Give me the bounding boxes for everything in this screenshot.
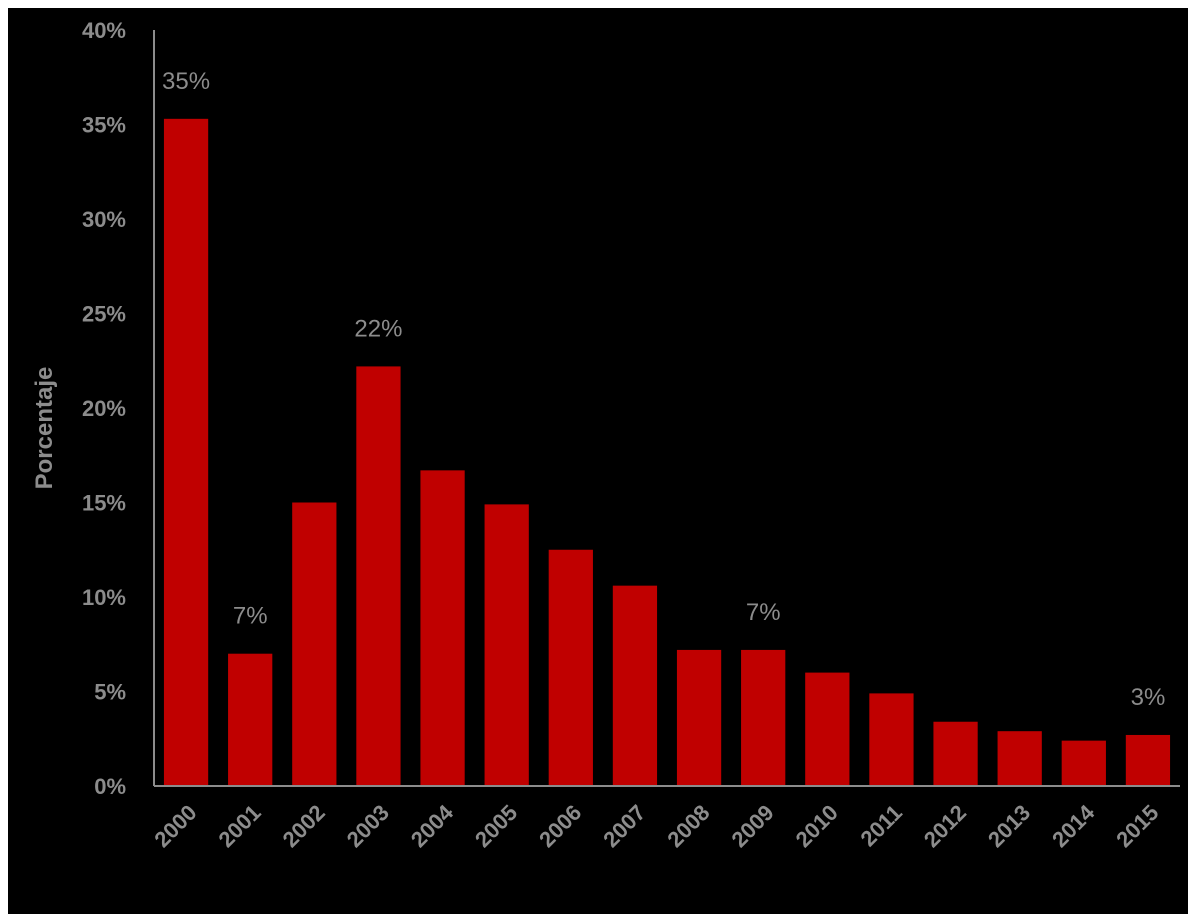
y-axis-ticks: 0% 5% 10% 15% 20% 25% 30% 35% 40% bbox=[82, 18, 126, 799]
bar-2006 bbox=[548, 549, 593, 786]
data-label: 7% bbox=[233, 603, 268, 630]
data-label: 22% bbox=[354, 315, 402, 342]
bar-2004 bbox=[420, 470, 465, 786]
bar-2010 bbox=[805, 672, 850, 786]
bar-2007 bbox=[612, 585, 658, 786]
y-tick-label: 0% bbox=[94, 774, 126, 799]
x-tick-label: 2007 bbox=[598, 800, 650, 852]
data-label: 35% bbox=[162, 68, 210, 95]
bar-2008 bbox=[676, 649, 722, 786]
x-axis-ticks: 2000 2001 2002 2003 2004 2005 2006 2007 2008 2009… bbox=[149, 799, 1163, 852]
bar-2011 bbox=[869, 693, 914, 786]
x-tick-label: 2011 bbox=[856, 800, 907, 851]
bar-chart: 0% 5% 10% 15% 20% 25% 30% 35% 40% 35% 7% 22% 7% 3% 2… bbox=[31, 18, 1180, 852]
bar-2000 bbox=[163, 118, 209, 786]
data-labels: 35% 7% 22% 7% 3% bbox=[162, 68, 1165, 711]
x-tick-label: 2000 bbox=[149, 800, 201, 852]
data-label: 3% bbox=[1131, 684, 1166, 711]
x-tick-label: 2004 bbox=[406, 799, 459, 852]
x-tick-label: 2008 bbox=[662, 800, 714, 852]
data-label: 7% bbox=[746, 599, 781, 626]
x-tick-label: 2009 bbox=[726, 800, 778, 852]
bar-2013 bbox=[997, 731, 1042, 786]
x-tick-label: 2002 bbox=[278, 800, 330, 852]
y-tick-label: 20% bbox=[82, 396, 126, 421]
bar-2001 bbox=[228, 653, 273, 786]
bar-2009 bbox=[741, 649, 786, 786]
x-tick-label: 2005 bbox=[470, 800, 522, 852]
bar-2003 bbox=[356, 366, 401, 786]
x-tick-label: 2006 bbox=[534, 800, 586, 852]
x-tick-label: 2015 bbox=[1111, 800, 1163, 852]
y-tick-label: 25% bbox=[82, 302, 126, 327]
y-axis-title: Porcentaje bbox=[31, 367, 58, 490]
chart-frame: 0% 5% 10% 15% 20% 25% 30% 35% 40% 35% 7% 22% 7% 3% 2… bbox=[8, 8, 1188, 914]
bar-2002 bbox=[292, 502, 337, 786]
y-tick-label: 10% bbox=[82, 585, 126, 610]
bar-2005 bbox=[484, 504, 529, 786]
bars bbox=[163, 118, 1171, 786]
y-tick-label: 15% bbox=[82, 491, 126, 516]
bar-2012 bbox=[933, 721, 978, 786]
x-tick-label: 2012 bbox=[919, 800, 971, 852]
bar-2015 bbox=[1125, 734, 1171, 786]
y-tick-label: 30% bbox=[82, 207, 126, 232]
y-tick-label: 40% bbox=[82, 18, 126, 43]
x-tick-label: 2010 bbox=[791, 800, 843, 852]
x-tick-label: 2014 bbox=[1047, 799, 1100, 852]
x-tick-label: 2001 bbox=[213, 800, 265, 852]
x-tick-label: 2003 bbox=[342, 800, 394, 852]
y-tick-label: 35% bbox=[82, 113, 126, 138]
x-tick-label: 2013 bbox=[983, 800, 1035, 852]
bar-2014 bbox=[1061, 740, 1106, 786]
y-tick-label: 5% bbox=[94, 680, 126, 705]
